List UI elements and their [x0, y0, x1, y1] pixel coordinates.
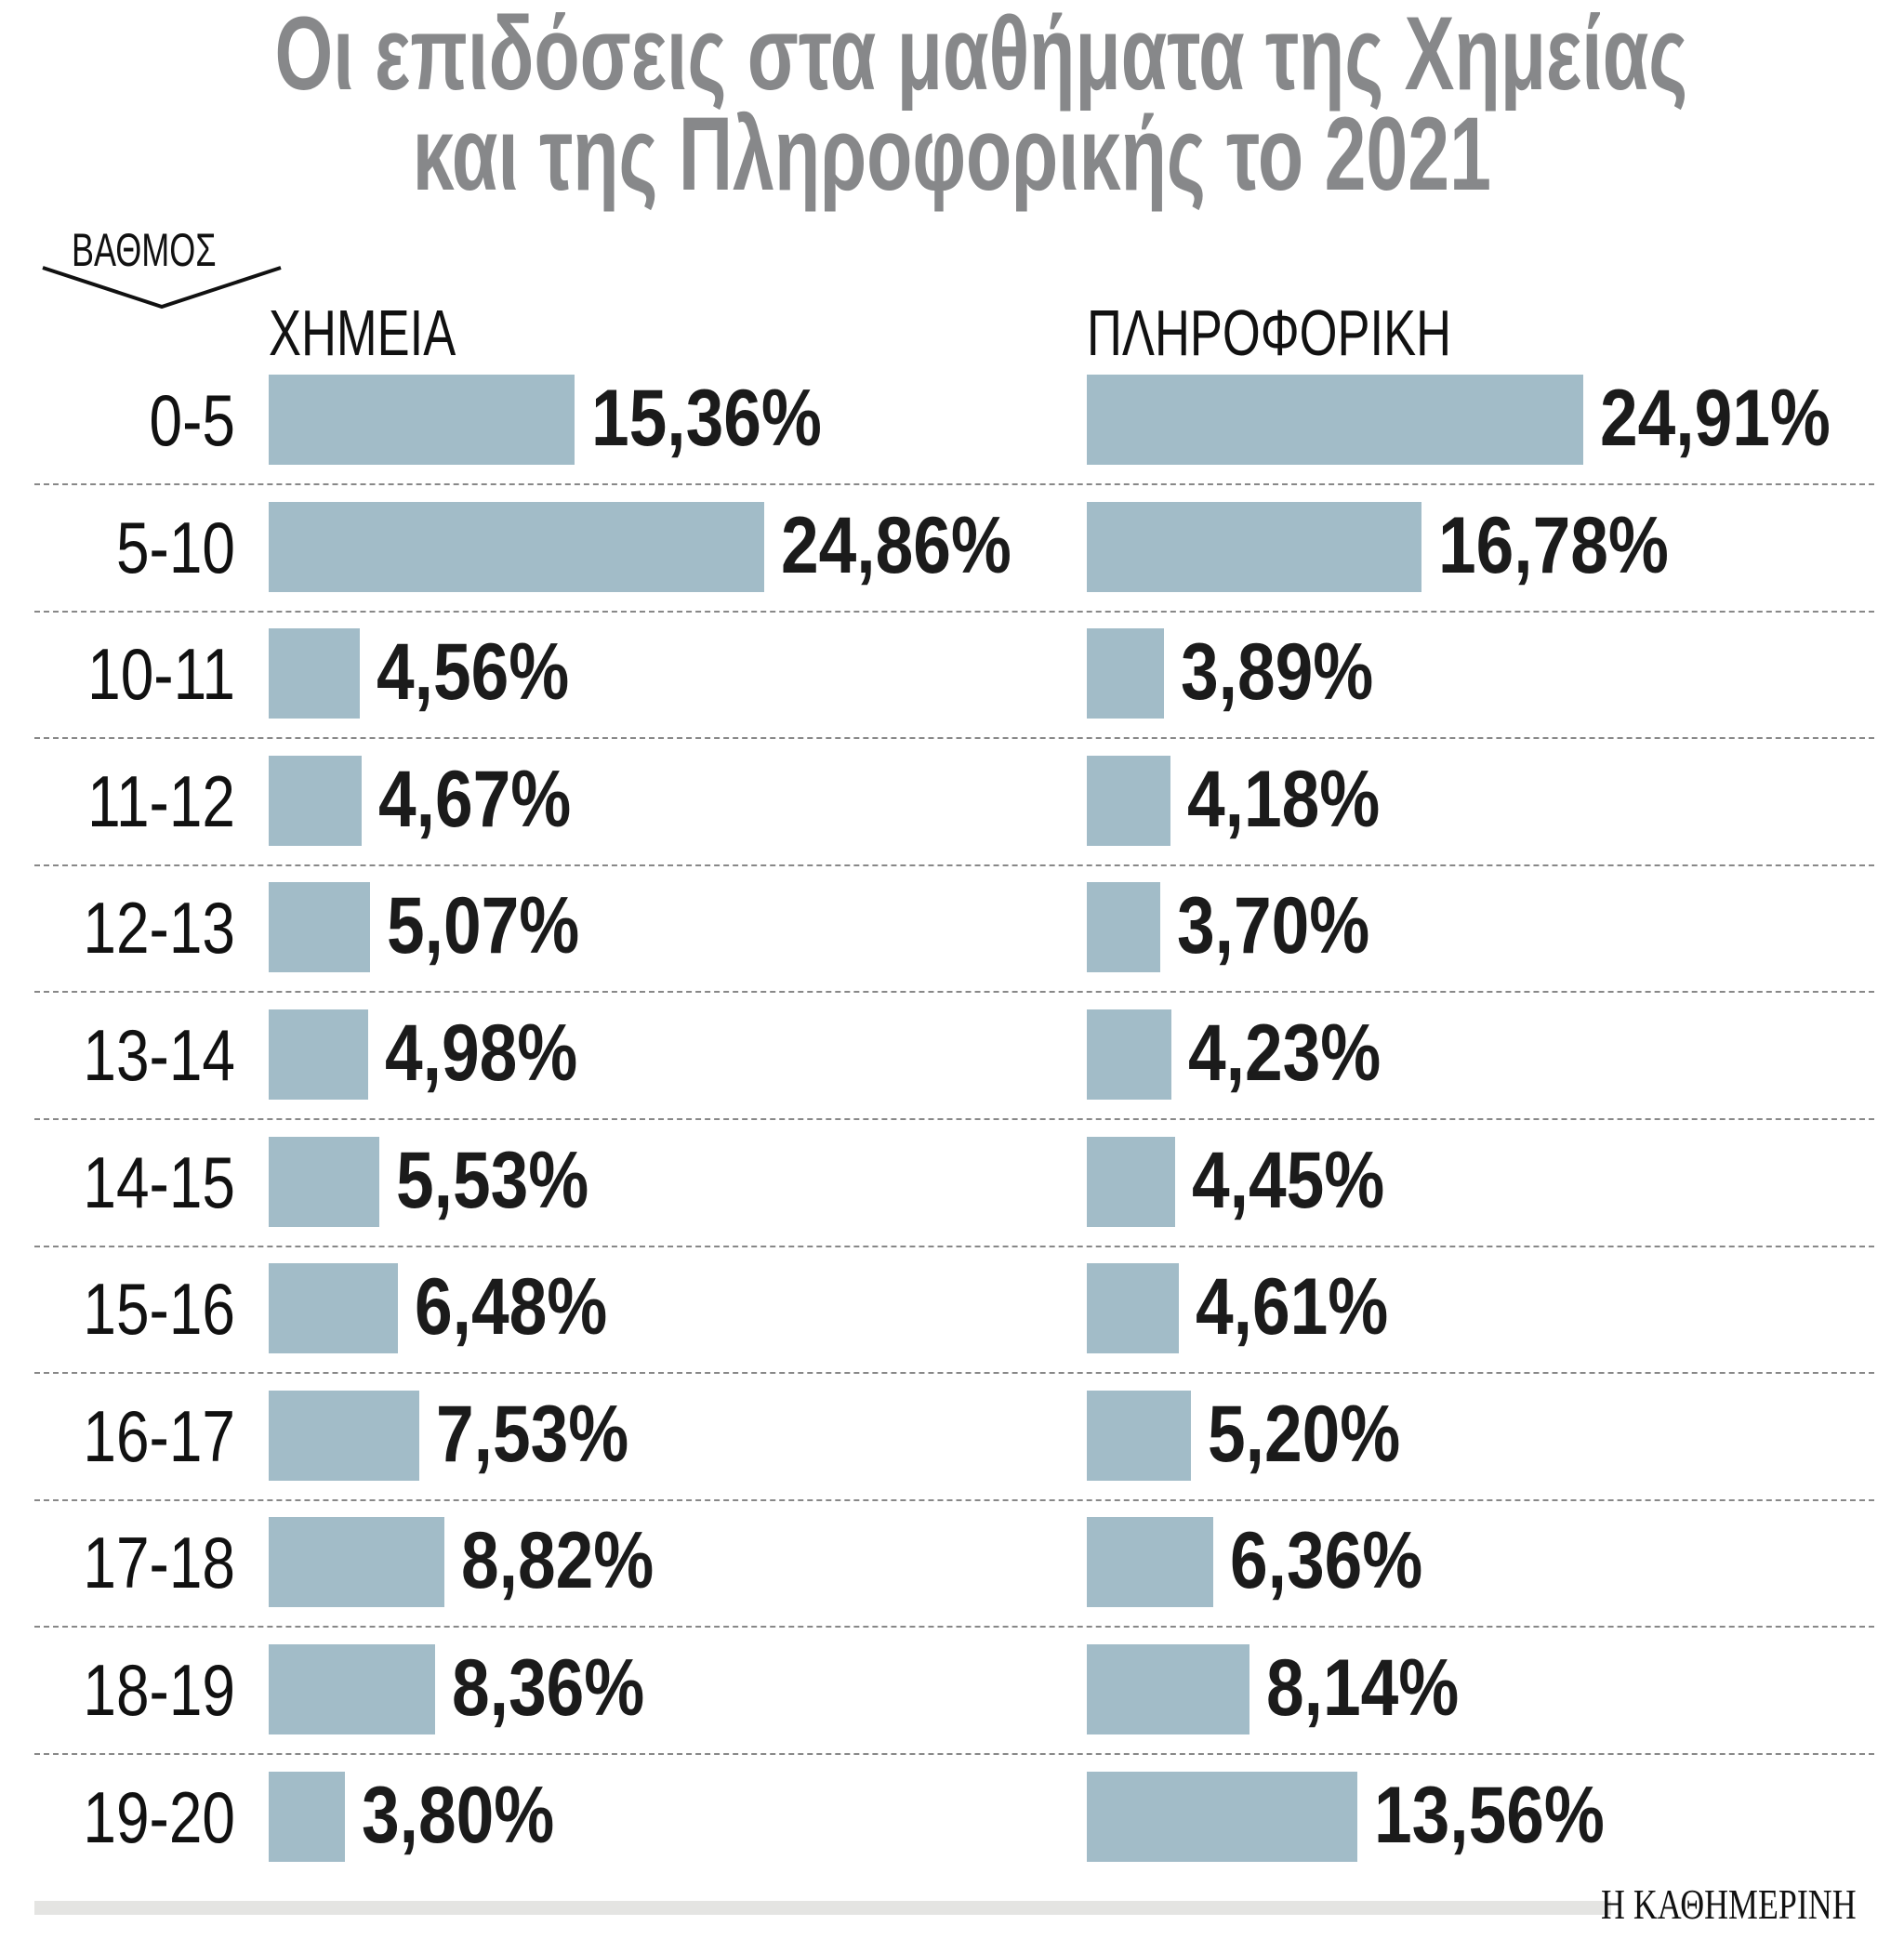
informatics-value-label: 3,70% [1177, 881, 1370, 971]
row-separator [34, 1118, 1874, 1120]
grade-axis-label: ΒΑΘΜΟΣ [72, 224, 217, 276]
chemistry-bar [269, 1644, 436, 1734]
chemistry-bar [269, 1263, 398, 1354]
grade-label: 12-13 [83, 887, 235, 969]
source-logo: Η ΚΑΘΗΜΕΡΙΝΗ [1601, 1880, 1857, 1928]
chemistry-bar [269, 1136, 379, 1227]
grade-label: 18-19 [83, 1649, 235, 1731]
informatics-bar [1087, 1644, 1250, 1734]
chemistry-value-label: 4,98% [384, 1009, 578, 1098]
chemistry-value-label: 8,36% [452, 1643, 645, 1733]
row-separator [34, 1626, 1874, 1629]
grade-label: 0-5 [149, 379, 235, 461]
chevron-down-icon [42, 266, 282, 310]
informatics-bar [1087, 1136, 1176, 1227]
informatics-bar [1087, 628, 1165, 719]
chemistry-bar [269, 1390, 419, 1481]
informatics-bar [1087, 375, 1584, 465]
chemistry-bar [269, 501, 765, 592]
grade-label: 19-20 [83, 1775, 235, 1858]
row-separator [34, 483, 1874, 485]
grade-label: 5-10 [115, 506, 235, 588]
chemistry-value-label: 24,86% [781, 500, 1012, 590]
grade-label: 16-17 [83, 1394, 235, 1477]
informatics-value-label: 3,89% [1181, 627, 1374, 718]
grade-label: 10-11 [87, 633, 235, 716]
informatics-value-label: 8,14% [1265, 1643, 1459, 1733]
series-header-chemistry: ΧΗΜΕΙΑ [269, 297, 456, 369]
title-text-2: και της Πληροφορικής το 2021 [412, 96, 1492, 212]
informatics-bar [1087, 501, 1421, 592]
informatics-value-label: 16,78% [1437, 500, 1669, 590]
chemistry-bar [269, 755, 363, 846]
row-separator [34, 1498, 1874, 1501]
grade-label: 15-16 [83, 1268, 235, 1351]
chemistry-bar [269, 1009, 368, 1100]
chart-title-line-1: Οι επιδόσεις στα μαθήματα της Χημείας [0, 2, 1904, 106]
informatics-value-label: 4,18% [1186, 754, 1380, 844]
series-header-informatics: ΠΛΗΡΟΦΟΡΙΚΗ [1087, 297, 1452, 369]
footer-bar [34, 1901, 1611, 1915]
chemistry-bar [269, 1517, 445, 1608]
row-separator [34, 864, 1874, 866]
chemistry-value-label: 4,67% [378, 754, 572, 844]
chemistry-value-label: 5,53% [395, 1135, 588, 1225]
informatics-bar [1087, 755, 1170, 846]
row-separator [34, 1372, 1874, 1375]
chemistry-bar [269, 375, 575, 465]
row-separator [34, 991, 1874, 994]
chemistry-value-label: 3,80% [361, 1770, 554, 1860]
informatics-bar [1087, 1517, 1214, 1608]
informatics-bar [1087, 1009, 1171, 1100]
chemistry-bar [269, 882, 370, 973]
chemistry-value-label: 6,48% [414, 1262, 608, 1352]
informatics-value-label: 4,23% [1187, 1009, 1381, 1098]
chemistry-bar [269, 1771, 345, 1862]
informatics-value-label: 13,56% [1373, 1770, 1605, 1860]
informatics-bar [1087, 1771, 1357, 1862]
informatics-bar [1087, 1390, 1191, 1481]
row-separator [34, 1245, 1874, 1247]
row-separator [34, 737, 1874, 740]
chart-title-line-2: και της Πληροφορικής το 2021 [0, 102, 1904, 206]
grade-label: 14-15 [83, 1141, 235, 1223]
title-text-1: Οι επιδόσεις στα μαθήματα της Χημείας [274, 0, 1688, 112]
chemistry-bar [269, 628, 360, 719]
informatics-bar [1087, 1263, 1179, 1354]
grade-label: 17-18 [83, 1522, 235, 1604]
chemistry-value-label: 7,53% [435, 1389, 628, 1479]
informatics-value-label: 5,20% [1207, 1389, 1400, 1479]
chemistry-value-label: 8,82% [461, 1516, 654, 1606]
row-separator [34, 610, 1874, 613]
informatics-value-label: 6,36% [1230, 1516, 1423, 1606]
informatics-value-label: 24,91% [1600, 374, 1831, 463]
informatics-value-label: 4,61% [1195, 1262, 1389, 1352]
informatics-bar [1087, 882, 1161, 973]
row-separator [34, 1753, 1874, 1755]
grade-label: 11-12 [87, 759, 235, 842]
informatics-value-label: 4,45% [1192, 1135, 1385, 1225]
chemistry-value-label: 4,56% [376, 627, 570, 718]
chemistry-value-label: 15,36% [591, 374, 823, 463]
chemistry-value-label: 5,07% [386, 881, 580, 971]
grade-label: 13-14 [83, 1014, 235, 1096]
